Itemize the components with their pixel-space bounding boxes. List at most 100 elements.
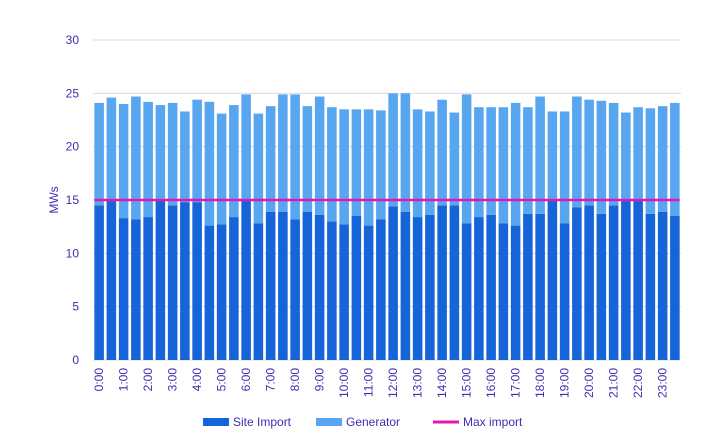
x-tick-label: 1:00 — [117, 368, 131, 392]
y-tick-label: 20 — [66, 140, 80, 154]
bar-site-import — [523, 213, 533, 360]
legend-label: Site Import — [233, 415, 292, 429]
bar-generator — [180, 111, 190, 203]
bar-site-import — [327, 221, 337, 360]
bar-site-import — [118, 218, 129, 360]
bar-site-import — [572, 207, 582, 360]
bar-generator — [376, 110, 386, 220]
bar-generator — [608, 102, 619, 206]
bar-generator — [657, 106, 668, 212]
bar-site-import — [437, 205, 447, 360]
bar-generator — [106, 97, 117, 202]
bar-generator — [633, 107, 643, 202]
bar-generator — [278, 94, 288, 212]
bar-site-import — [388, 206, 398, 360]
bar-generator — [535, 96, 545, 214]
bar-generator — [486, 107, 496, 215]
bar-generator — [437, 99, 447, 206]
bar-generator — [621, 112, 631, 202]
bar-generator — [596, 100, 607, 214]
bar-generator — [253, 113, 264, 224]
bar-site-import — [559, 223, 570, 360]
bar-site-import — [290, 219, 300, 360]
x-tick-label: 17:00 — [509, 368, 523, 398]
bar-site-import — [216, 224, 227, 360]
x-tick-label: 4:00 — [190, 368, 204, 392]
x-tick-label: 8:00 — [288, 368, 302, 392]
bar-site-import — [143, 217, 153, 360]
y-tick-label: 25 — [66, 86, 80, 100]
bar-generator — [474, 107, 484, 218]
legend-label: Generator — [346, 415, 400, 429]
bar-generator — [670, 102, 680, 216]
bar-generator — [327, 107, 337, 222]
bar-site-import — [278, 211, 288, 360]
legend-label: Max import — [463, 415, 523, 429]
bar-generator — [547, 111, 558, 202]
bar-generator — [118, 104, 129, 219]
bar-generator — [351, 109, 362, 216]
bar-generator — [131, 96, 141, 220]
x-tick-label: 23:00 — [656, 368, 670, 398]
x-tick-label: 5:00 — [215, 368, 229, 392]
x-tick-label: 16:00 — [484, 368, 498, 398]
bar-site-import — [596, 213, 607, 360]
x-tick-label: 3:00 — [166, 368, 180, 392]
bar-generator — [510, 102, 521, 226]
bar-generator — [449, 112, 460, 206]
x-axis-ticks: 0:00 1:00 2:00 3:00 4:00 5:00 6:00 7:00 8:00 9:00… — [92, 368, 670, 398]
bar-site-import — [229, 217, 239, 360]
bar-site-import — [498, 223, 509, 360]
bar-site-import — [608, 205, 619, 360]
x-tick-label: 2:00 — [141, 368, 155, 392]
bar-generator — [523, 107, 533, 214]
bar-site-import — [670, 216, 680, 360]
bar-site-import — [645, 213, 656, 360]
x-tick-label: 6:00 — [239, 368, 253, 392]
bar-site-import — [657, 211, 668, 360]
bar-site-import — [265, 211, 276, 360]
bar-generator — [143, 101, 153, 218]
bar-generator — [290, 94, 300, 220]
bar-site-import — [192, 202, 202, 360]
bar-generator — [645, 108, 656, 214]
x-tick-label: 0:00 — [92, 368, 106, 392]
bar-site-import — [339, 224, 349, 360]
bar-generator — [94, 102, 104, 206]
legend-swatch — [203, 418, 229, 426]
y-axis-label: MWs — [47, 186, 61, 213]
bar-site-import — [302, 211, 313, 360]
legend: Site Import Generator Max import — [203, 415, 523, 429]
bar-site-import — [400, 211, 411, 360]
bar-generator — [204, 101, 215, 226]
bar-site-import — [314, 214, 325, 360]
bar-site-import — [94, 205, 104, 360]
bar-site-import — [204, 225, 215, 360]
bar-generator — [461, 94, 472, 224]
bar-generator — [229, 105, 239, 218]
bar-site-import — [253, 223, 264, 360]
y-tick-label: 15 — [66, 193, 80, 207]
bar-generator — [388, 93, 398, 207]
x-tick-label: 13:00 — [411, 368, 425, 398]
bar-site-import — [510, 225, 521, 360]
bar-generator — [498, 107, 509, 224]
bar-site-import — [547, 201, 558, 360]
bar-site-import — [167, 205, 178, 360]
bar-site-import — [535, 213, 545, 360]
bar-generator — [400, 93, 411, 212]
y-axis-ticks: 0 5 10 15 20 25 30 — [66, 33, 80, 367]
bar-generator — [241, 94, 251, 202]
x-tick-label: 22:00 — [631, 368, 645, 398]
bar-generator — [559, 111, 570, 224]
legend-swatch — [316, 418, 342, 426]
bar-generator — [155, 105, 166, 202]
bar-site-import — [363, 225, 374, 360]
bar-generator — [314, 96, 325, 215]
x-tick-label: 19:00 — [558, 368, 572, 398]
bar-site-import — [131, 219, 141, 360]
x-tick-label: 14:00 — [435, 368, 449, 398]
bar-site-import — [621, 201, 631, 360]
bar-site-import — [412, 217, 423, 360]
